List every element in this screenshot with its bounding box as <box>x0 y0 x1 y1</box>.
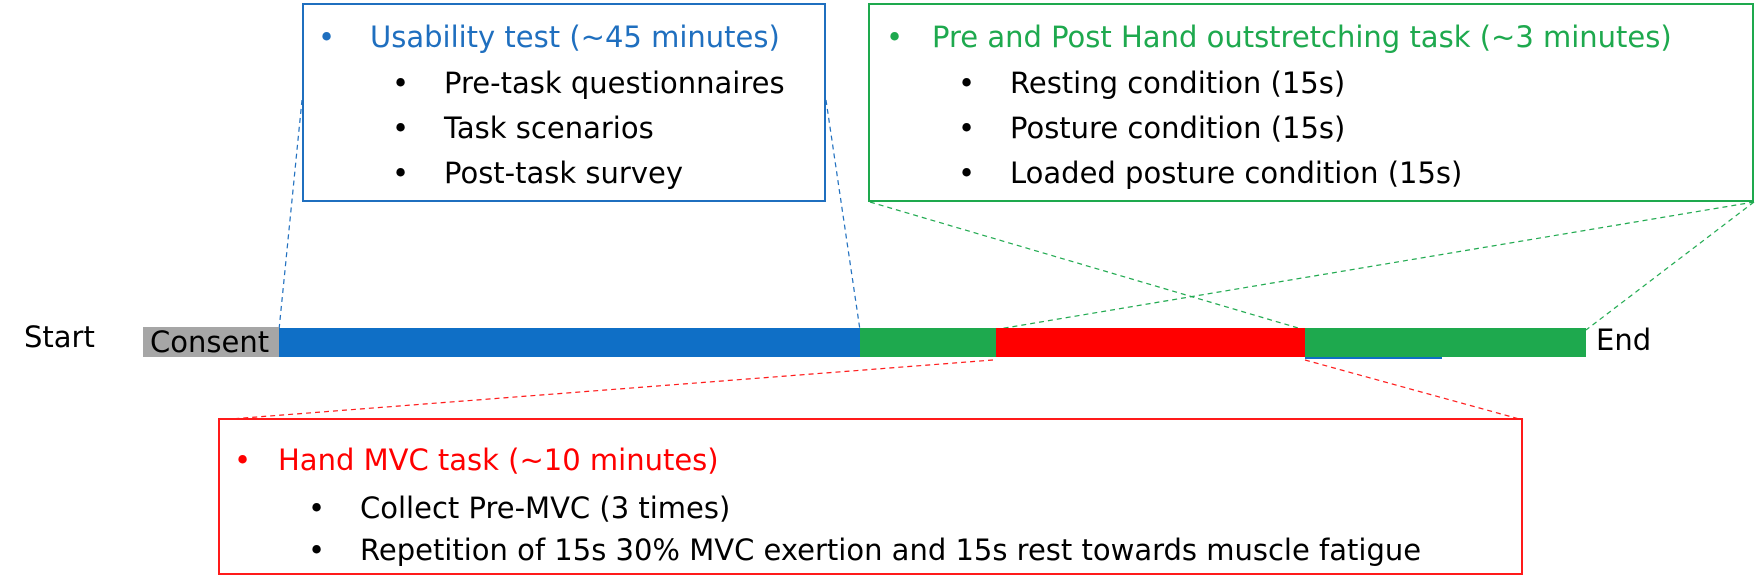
start-label: Start <box>24 320 95 354</box>
mvc-item-text: Collect Pre-MVC (3 times) <box>360 491 731 525</box>
consent-label: Consent <box>150 325 270 359</box>
usability-segment <box>279 328 860 357</box>
usability-title: • Usability test (~45 minutes) <box>318 19 780 55</box>
outstretching-item: • Posture condition (15s) <box>958 110 1345 146</box>
outstretching-task-box: • Pre and Post Hand outstretching task (~… <box>868 3 1754 202</box>
bullet-icon: • <box>886 20 904 54</box>
sub-bullet-icon: • <box>308 533 326 567</box>
outstretching-item-text: Resting condition (15s) <box>1010 66 1346 100</box>
bullet-icon: • <box>234 443 252 477</box>
outstretching-item-text: Loaded posture condition (15s) <box>1010 156 1463 190</box>
sub-bullet-icon: • <box>392 111 410 145</box>
mvc-item: • Repetition of 15s 30% MVC exertion and … <box>308 532 1421 568</box>
mvc-item-text: Repetition of 15s 30% MVC exertion and 1… <box>360 533 1422 567</box>
sub-bullet-icon: • <box>958 156 976 190</box>
outstretching-item: • Loaded posture condition (15s) <box>958 155 1462 191</box>
outstretching-connector-2 <box>992 201 1755 331</box>
outstretching-post-segment <box>1305 328 1586 357</box>
outstretching-pre-segment <box>860 328 996 357</box>
usability-item-text: Pre-task questionnaires <box>444 66 785 100</box>
sub-bullet-icon: • <box>392 66 410 100</box>
sub-bullet-icon: • <box>392 156 410 190</box>
outstretching-item: • Resting condition (15s) <box>958 65 1345 101</box>
mvc-title: • Hand MVC task (~10 minutes) <box>234 442 719 478</box>
timeline-underline <box>1305 357 1442 359</box>
mvc-segment <box>996 328 1305 357</box>
usability-title-text: Usability test (~45 minutes) <box>370 20 780 54</box>
consent-segment <box>143 327 279 357</box>
outstretching-connector-3 <box>1585 201 1755 331</box>
mvc-title-text: Hand MVC task (~10 minutes) <box>278 443 719 477</box>
usability-item: • Post-task survey <box>392 155 683 191</box>
sub-bullet-icon: • <box>958 66 976 100</box>
end-label: End <box>1596 323 1652 357</box>
outstretching-title-text: Pre and Post Hand outstretching task (~3… <box>932 20 1672 54</box>
usability-item: • Pre-task questionnaires <box>392 65 785 101</box>
bullet-icon: • <box>318 20 336 54</box>
sub-bullet-icon: • <box>308 491 326 525</box>
usability-connector-right <box>825 99 861 331</box>
usability-item: • Task scenarios <box>392 110 654 146</box>
mvc-item: • Collect Pre-MVC (3 times) <box>308 490 730 526</box>
usability-item-text: Post-task survey <box>444 156 683 190</box>
usability-item-text: Task scenarios <box>444 111 654 145</box>
sub-bullet-icon: • <box>958 111 976 145</box>
hand-mvc-task-box: • Hand MVC task (~10 minutes) • Collect Pr… <box>218 418 1523 575</box>
outstretching-item-text: Posture condition (15s) <box>1010 111 1346 145</box>
mvc-connector-left <box>217 359 994 421</box>
usability-connector-left <box>278 99 303 331</box>
outstretching-connector-1 <box>869 201 1306 331</box>
usability-test-box: • Usability test (~45 minutes) • Pre-task … <box>302 3 826 202</box>
outstretching-title: • Pre and Post Hand outstretching task (~… <box>886 19 1672 55</box>
mvc-connector-right <box>1304 359 1524 421</box>
